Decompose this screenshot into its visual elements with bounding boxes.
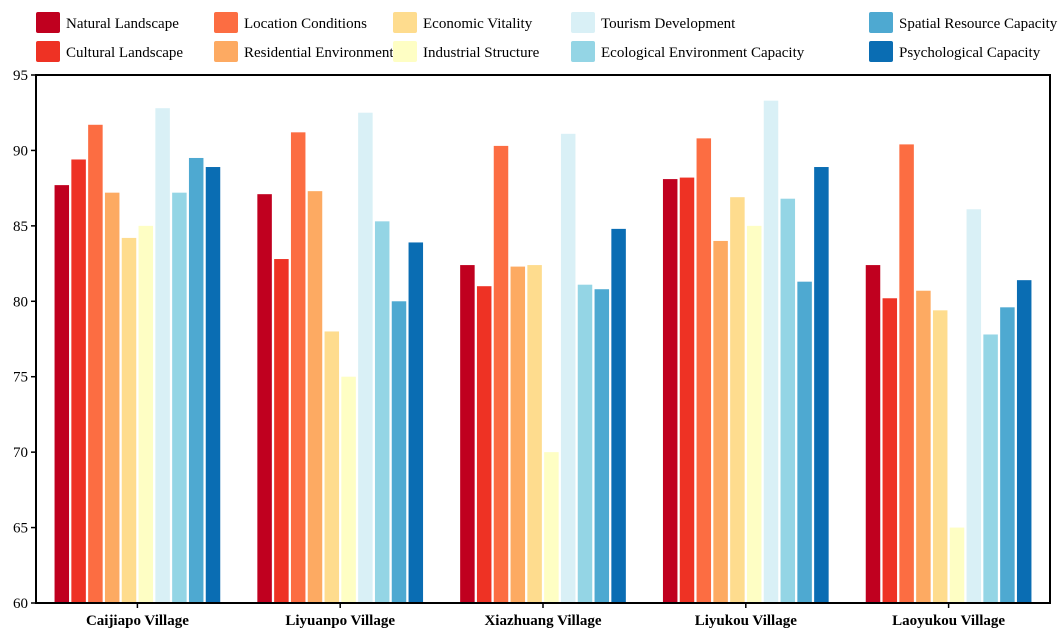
bar	[932, 310, 948, 603]
bar	[358, 112, 373, 603]
bar	[865, 265, 881, 603]
plot-frame	[35, 74, 1051, 604]
x-tick-label: Liyuanpo Village	[285, 613, 395, 629]
legend-label: Psychological Capacity	[899, 45, 1041, 61]
bar	[730, 197, 745, 604]
bar	[274, 259, 289, 603]
legend-label: Tourism Development	[601, 16, 736, 32]
bar	[713, 240, 728, 603]
bar	[746, 225, 762, 603]
legend-label: Industrial Structure	[423, 45, 540, 61]
bar	[391, 301, 407, 603]
legend-label: Spatial Resource Capacity	[899, 16, 1058, 32]
legend-swatch	[393, 41, 417, 62]
y-tick-label: 85	[13, 219, 28, 235]
bar	[460, 265, 475, 603]
legend-label: Residential Environment	[244, 45, 394, 61]
bar	[679, 177, 695, 603]
legend-label: Ecological Environment Capacity	[601, 45, 805, 61]
legend-label: Location Conditions	[244, 16, 367, 32]
bar	[949, 527, 965, 603]
legend-swatch	[393, 12, 417, 33]
bar	[138, 225, 154, 603]
y-tick-label: 90	[13, 143, 28, 159]
bar	[560, 133, 576, 603]
legend-label: Cultural Landscape	[66, 45, 183, 61]
bar	[54, 185, 70, 603]
x-tick-label: Xiazhuang Village	[484, 613, 601, 629]
bar	[594, 289, 610, 603]
legend-swatch	[571, 12, 595, 33]
bar	[916, 290, 931, 603]
bar	[172, 192, 187, 603]
bar	[797, 281, 812, 603]
bar	[188, 157, 204, 603]
bar	[493, 145, 509, 603]
bar	[1016, 280, 1032, 603]
bar	[476, 286, 492, 603]
bar	[121, 237, 137, 603]
x-tick-label: Liyukou Village	[695, 613, 797, 629]
bar	[577, 284, 593, 603]
x-axis: Caijiapo Village Liyuanpo Village Xiazhuan…	[86, 603, 1005, 629]
bar	[341, 376, 356, 603]
bar	[374, 221, 390, 603]
bar	[1000, 307, 1015, 603]
bar	[408, 242, 424, 604]
bars-group	[54, 100, 1032, 604]
bar	[814, 167, 829, 603]
y-tick-label: 65	[13, 521, 28, 537]
bar	[780, 198, 796, 603]
y-tick-label: 60	[13, 596, 28, 612]
x-tick-label: Laoyukou Village	[892, 613, 1005, 629]
legend-swatch	[869, 41, 893, 62]
bar	[104, 192, 120, 603]
bar	[544, 452, 559, 603]
legend-swatch	[571, 41, 595, 62]
bar	[88, 124, 103, 603]
y-tick-label: 95	[13, 68, 28, 84]
bar	[527, 265, 542, 603]
bar	[290, 132, 306, 603]
bar	[966, 209, 982, 603]
legend-label: Economic Vitality	[423, 16, 533, 32]
legend: Natural Landscape Cultural Landscape Locat…	[36, 12, 1058, 62]
y-tick-label: 80	[13, 294, 28, 310]
bar	[882, 298, 898, 603]
bar	[324, 331, 340, 603]
bar	[71, 159, 86, 604]
legend-swatch	[36, 12, 60, 33]
bar	[257, 194, 272, 604]
bar	[307, 191, 323, 603]
bar	[696, 138, 712, 604]
bar	[899, 144, 914, 603]
bar	[510, 266, 526, 603]
y-tick-label: 70	[13, 445, 28, 461]
bar	[205, 167, 221, 603]
legend-swatch	[214, 12, 238, 33]
bar	[611, 228, 626, 604]
y-tick-label: 75	[13, 370, 28, 386]
bar	[983, 334, 998, 603]
legend-swatch	[36, 41, 60, 62]
y-axis: 60 65 70 75 80 85 90 95	[13, 68, 36, 612]
bar	[662, 179, 678, 603]
legend-swatch	[214, 41, 238, 62]
legend-swatch	[869, 12, 893, 33]
bar	[763, 100, 779, 603]
x-tick-label: Caijiapo Village	[86, 613, 189, 629]
legend-label: Natural Landscape	[66, 16, 179, 32]
bar	[155, 108, 170, 603]
